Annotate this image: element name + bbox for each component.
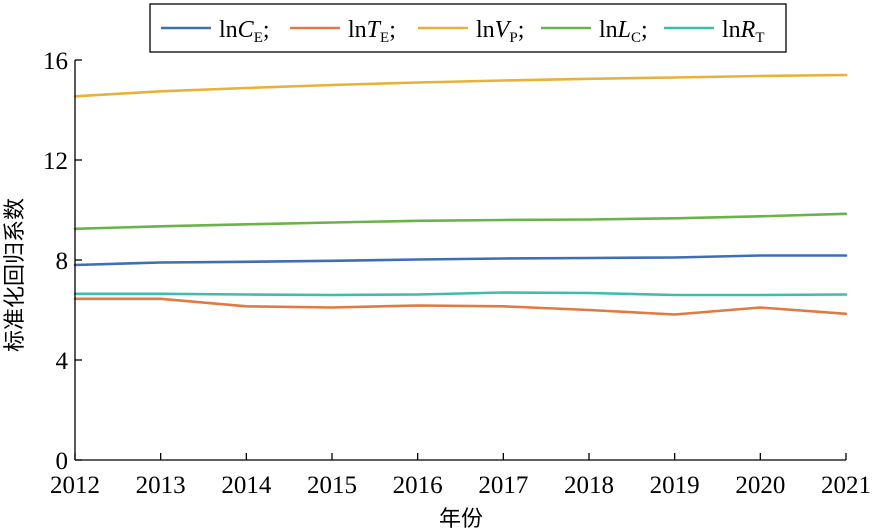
series-line-lnLC bbox=[73, 212, 848, 231]
legend-label-lnTE: lnTE; bbox=[348, 17, 396, 46]
y-tick-label: 8 bbox=[56, 248, 69, 275]
legend-label-lnLC: lnLC; bbox=[599, 17, 648, 46]
x-ticks: 2012 2013 2014 2015 2016 2017 2018 2019 2020 2021 bbox=[50, 453, 871, 499]
x-tick-label: 2013 bbox=[136, 472, 186, 499]
series-line-lnTE bbox=[73, 297, 848, 316]
x-tick-label: 2014 bbox=[221, 472, 272, 499]
legend-label-lnCE: lnCE; bbox=[219, 17, 270, 46]
x-tick-label: 2021 bbox=[821, 472, 871, 499]
x-tick-label: 2020 bbox=[735, 472, 785, 499]
y-tick-label: 0 bbox=[56, 448, 69, 475]
x-tick-label: 2015 bbox=[307, 472, 357, 499]
y-tick-label: 16 bbox=[43, 48, 68, 75]
series-lines bbox=[73, 73, 848, 316]
y-ticks: 0 4 8 12 16 bbox=[43, 48, 82, 475]
x-tick-label: 2018 bbox=[564, 472, 614, 499]
legend-label-lnVP: lnVP; bbox=[476, 17, 524, 46]
y-tick-label: 12 bbox=[43, 148, 68, 175]
x-tick-label: 2017 bbox=[478, 472, 528, 499]
y-axis-title: 标准化回归系数 bbox=[3, 198, 28, 352]
series-line-lnRT bbox=[73, 291, 848, 297]
x-tick-label: 2019 bbox=[650, 472, 700, 499]
y-tick-label: 4 bbox=[56, 348, 69, 375]
legend-label-lnRT: lnRT bbox=[722, 17, 765, 46]
legend: lnCE; lnTE; lnVP; lnLC; lnRT bbox=[149, 3, 787, 53]
x-axis-title: 年份 bbox=[439, 507, 483, 530]
series-line-lnCE bbox=[73, 254, 848, 267]
x-tick-label: 2016 bbox=[393, 472, 443, 499]
series-line-lnVP bbox=[73, 73, 848, 98]
x-tick-label: 2012 bbox=[50, 472, 100, 499]
